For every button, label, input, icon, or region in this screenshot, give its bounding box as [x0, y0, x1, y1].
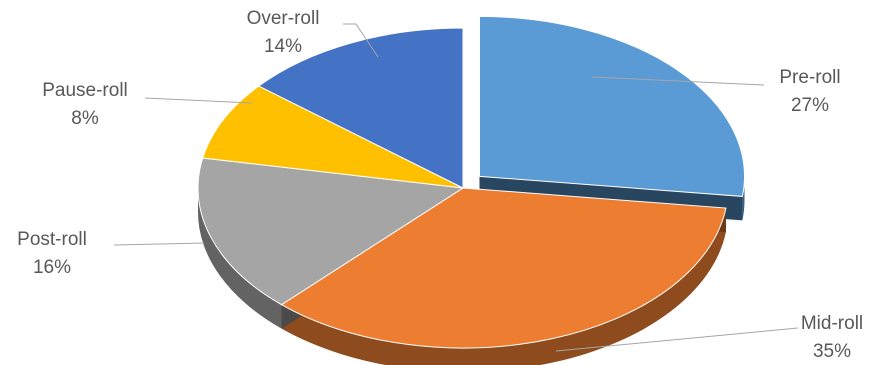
slice-label-over-roll: Over-roll — [247, 8, 320, 29]
slice-pre-roll — [479, 15, 745, 197]
slice-mid-roll — [280, 187, 727, 349]
slice-label-pause-roll: Pause-roll — [42, 80, 128, 101]
slice-value-pre-roll: 27% — [791, 95, 829, 116]
slice-over-roll — [257, 27, 464, 189]
slice-value-mid-roll: 35% — [813, 341, 851, 362]
slice-label-pre-roll: Pre-roll — [779, 67, 840, 88]
slice-value-pause-roll: 8% — [71, 108, 99, 129]
leader-line-post-roll — [113, 242, 205, 246]
slice-value-over-roll: 14% — [264, 36, 302, 57]
leader-lines — [113, 23, 799, 352]
leader-line-over-roll — [343, 23, 379, 58]
data-labels: Pre-roll 27% Mid-roll 35% Post-roll 16% Pause-… — [17, 8, 863, 362]
leader-line-mid-roll — [555, 327, 799, 352]
pie-slices — [197, 15, 745, 349]
slice-pause-roll — [202, 85, 464, 189]
slice-label-mid-roll: Mid-roll — [801, 313, 863, 334]
slice-post-roll — [197, 157, 465, 306]
slice-side-post-roll — [198, 188, 282, 329]
leader-line-pause-roll — [144, 97, 253, 104]
slice-label-post-roll: Post-roll — [17, 229, 87, 250]
leader-line-pre-roll — [591, 76, 765, 86]
slice-value-post-roll: 16% — [33, 257, 71, 278]
slice-side-mid-roll — [281, 208, 726, 365]
